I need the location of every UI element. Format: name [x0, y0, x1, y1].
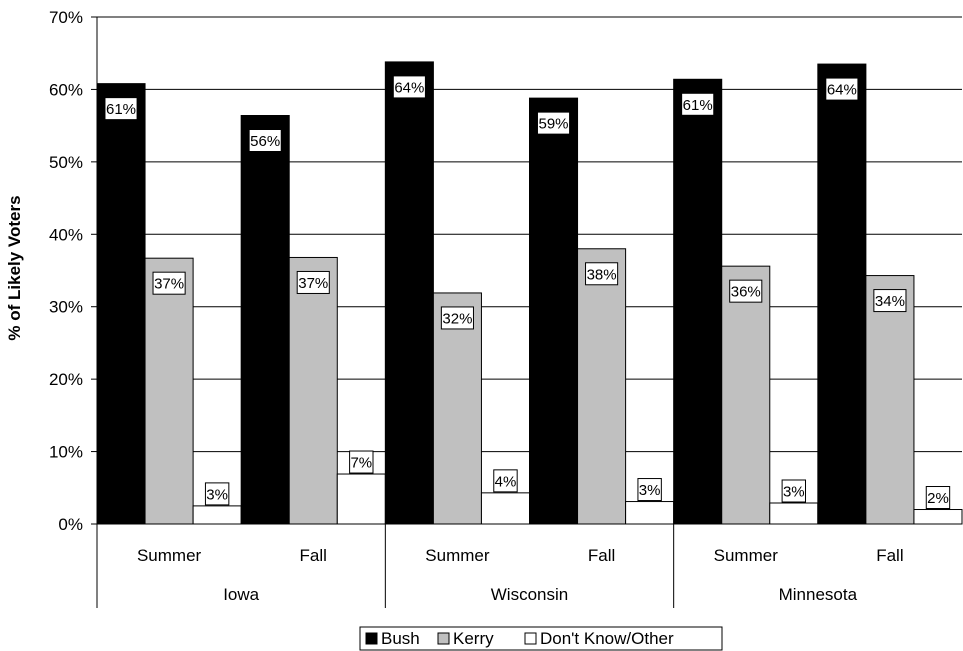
- data-label-box: [204, 482, 230, 506]
- x-state-label: Iowa: [223, 585, 259, 604]
- x-period-label: Summer: [714, 546, 779, 565]
- data-label: 64%: [827, 82, 857, 99]
- x-state-label: Wisconsin: [491, 585, 568, 604]
- data-label-box: [781, 479, 807, 503]
- legend-label: Kerry: [453, 629, 494, 648]
- y-tick-label: 70%: [49, 8, 83, 27]
- data-label-box: [681, 92, 715, 116]
- data-label-box: [440, 306, 474, 330]
- bar-don-t-know-other: [192, 505, 242, 525]
- x-period-label: Summer: [137, 546, 202, 565]
- data-label: 4%: [495, 473, 517, 490]
- y-tick-label: 60%: [49, 80, 83, 99]
- data-label: 3%: [783, 483, 805, 500]
- data-label-box: [349, 450, 374, 474]
- y-tick-label: 30%: [49, 298, 83, 317]
- data-label: 64%: [394, 79, 424, 96]
- bar-bush: [817, 63, 867, 525]
- data-label: 61%: [106, 101, 136, 118]
- y-tick-label: 10%: [49, 443, 83, 462]
- y-tick-label: 50%: [49, 153, 83, 172]
- legend-swatch: [437, 632, 450, 645]
- data-label: 61%: [683, 97, 713, 114]
- legend-swatch: [365, 632, 378, 645]
- y-axis-title: % of Likely Voters: [5, 195, 24, 340]
- data-label-box: [392, 75, 426, 99]
- legend-label: Don't Know/Other: [540, 629, 674, 648]
- data-label: 59%: [539, 116, 569, 133]
- data-label: 2%: [927, 490, 949, 507]
- data-label: 32%: [442, 310, 472, 327]
- bar-bush: [240, 115, 290, 525]
- data-label-box: [104, 97, 138, 121]
- data-label: 37%: [154, 276, 184, 293]
- legend-label: Bush: [381, 629, 420, 648]
- bar-bush: [529, 97, 579, 525]
- bar-kerry: [144, 257, 194, 525]
- data-label-box: [825, 77, 859, 101]
- data-label-box: [493, 469, 518, 493]
- y-tick-label: 0%: [58, 515, 83, 534]
- data-label: 38%: [587, 266, 617, 283]
- data-label: 56%: [250, 133, 280, 150]
- data-label: 34%: [875, 293, 905, 310]
- data-label-box: [585, 262, 619, 286]
- bar-bush: [96, 83, 146, 525]
- bar-kerry: [865, 275, 915, 525]
- x-period-label: Fall: [588, 546, 615, 565]
- bar-kerry: [577, 248, 627, 525]
- legend: Bush Kerry Don't Know/Other: [359, 626, 723, 651]
- data-label-box: [729, 279, 763, 303]
- axes: 0% 10% 20% 30% 40% 50% 60% 70% Summer Fall Iowa Sum…: [49, 8, 962, 608]
- bar-bush: [673, 78, 723, 525]
- bar-kerry: [721, 265, 771, 525]
- bar-don-t-know-other: [336, 473, 386, 525]
- data-label-box: [536, 111, 571, 135]
- bars: [96, 61, 963, 525]
- data-label: 3%: [639, 482, 661, 499]
- data-label-box: [873, 289, 907, 313]
- data-label: 7%: [350, 455, 372, 472]
- bar-don-t-know-other: [480, 492, 531, 525]
- data-label-box: [152, 271, 186, 295]
- bar-don-t-know-other: [769, 502, 819, 525]
- data-label-box: [925, 486, 951, 510]
- data-labels: 61% 37% 3% 56% 37% 7% 64% 32% 4% 59% 38% 3% 61% 36% 3%…: [104, 75, 951, 510]
- x-period-label: Fall: [300, 546, 327, 565]
- bar-don-t-know-other: [913, 509, 963, 525]
- data-label: 3%: [206, 486, 228, 503]
- legend-box: [359, 626, 723, 651]
- data-label: 36%: [731, 284, 761, 301]
- bar-bush: [384, 61, 434, 525]
- x-state-label: Minnesota: [779, 585, 858, 604]
- data-label-box: [296, 270, 330, 294]
- data-label-box: [637, 478, 662, 502]
- x-period-label: Fall: [876, 546, 903, 565]
- legend-swatch: [524, 632, 537, 645]
- bar-don-t-know-other: [625, 501, 675, 525]
- y-tick-label: 20%: [49, 370, 83, 389]
- bar-kerry: [288, 256, 338, 525]
- data-label: 37%: [298, 275, 328, 292]
- data-label-box: [248, 129, 282, 153]
- x-period-label: Summer: [425, 546, 490, 565]
- y-tick-label: 40%: [49, 225, 83, 244]
